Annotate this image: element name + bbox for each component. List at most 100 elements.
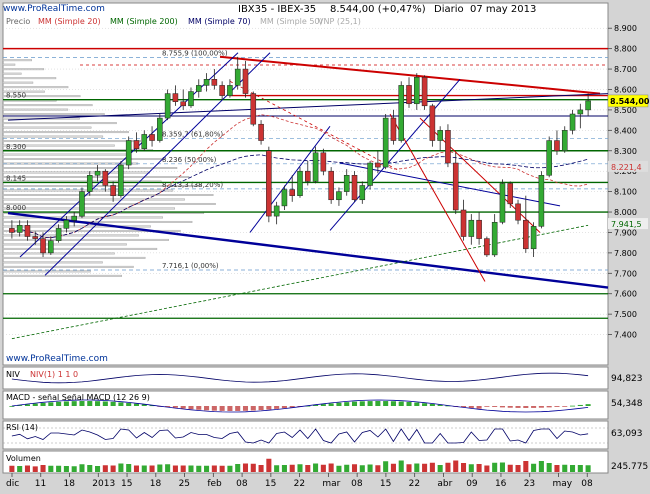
- x-tick-label: may: [552, 479, 572, 489]
- macd-histogram-bar: [437, 404, 443, 406]
- candle-body[interactable]: [79, 191, 85, 217]
- candle-body[interactable]: [242, 68, 249, 94]
- candle-body[interactable]: [452, 162, 459, 211]
- candle-body[interactable]: [305, 170, 311, 182]
- candle-body[interactable]: [188, 91, 194, 107]
- candle-body[interactable]: [367, 162, 373, 186]
- candle-body[interactable]: [203, 79, 210, 86]
- candle-body[interactable]: [172, 93, 179, 102]
- candle-body[interactable]: [289, 189, 295, 196]
- candle-body[interactable]: [297, 170, 303, 196]
- volume-bar: [429, 462, 435, 472]
- candle-body[interactable]: [16, 225, 23, 233]
- candle-body[interactable]: [227, 85, 233, 96]
- candle-body[interactable]: [180, 101, 186, 107]
- candle-body[interactable]: [24, 225, 31, 237]
- candle-body[interactable]: [382, 117, 389, 168]
- candle-body[interactable]: [9, 228, 15, 233]
- candle-body[interactable]: [312, 152, 319, 182]
- candle-body[interactable]: [468, 219, 475, 237]
- volume-bar: [71, 466, 77, 472]
- candle-body[interactable]: [266, 150, 272, 217]
- candle-body[interactable]: [359, 185, 366, 201]
- candle-body[interactable]: [507, 183, 514, 205]
- last-price-header: 8.544,00 (+0,47%): [330, 4, 426, 15]
- candle-body[interactable]: [351, 175, 358, 201]
- candle-body[interactable]: [55, 228, 62, 241]
- candle-body[interactable]: [484, 238, 490, 256]
- candle-body[interactable]: [133, 140, 140, 149]
- y-tick-label: 8.800: [614, 45, 637, 54]
- volume-profile-bar: [2, 274, 122, 277]
- volume-bar: [196, 465, 202, 472]
- candle-body[interactable]: [48, 240, 54, 254]
- candle-body[interactable]: [538, 175, 545, 227]
- candle-body[interactable]: [94, 170, 101, 176]
- candle-body[interactable]: [336, 191, 342, 201]
- candle-body[interactable]: [398, 85, 405, 141]
- candle-body[interactable]: [234, 68, 241, 86]
- candle-body[interactable]: [554, 140, 560, 152]
- candle-body[interactable]: [414, 76, 420, 105]
- volume-bar: [79, 464, 85, 472]
- candle-body[interactable]: [32, 236, 39, 239]
- volume-bar: [297, 464, 303, 472]
- candle-body[interactable]: [258, 123, 264, 141]
- candle-body[interactable]: [40, 238, 46, 254]
- x-tick-label: mar: [322, 479, 340, 489]
- candle-body[interactable]: [460, 209, 467, 237]
- candle-body[interactable]: [328, 170, 334, 201]
- candle-body[interactable]: [141, 134, 148, 149]
- candle-body[interactable]: [63, 219, 70, 229]
- candle-body[interactable]: [125, 140, 132, 166]
- candle-body[interactable]: [219, 85, 225, 96]
- candle-body[interactable]: [585, 100, 591, 111]
- candle-body[interactable]: [157, 117, 163, 141]
- volume-bar: [211, 465, 217, 472]
- candle-body[interactable]: [530, 226, 537, 250]
- candle-body[interactable]: [499, 183, 506, 223]
- candle-body[interactable]: [569, 113, 576, 131]
- volume-bar: [87, 465, 93, 472]
- candle-body[interactable]: [445, 130, 451, 164]
- candle-body[interactable]: [421, 76, 428, 107]
- candle-body[interactable]: [476, 219, 482, 239]
- candle-body[interactable]: [523, 219, 529, 250]
- candle-body[interactable]: [561, 130, 568, 152]
- candle-body[interactable]: [320, 152, 327, 172]
- candle-body[interactable]: [406, 85, 412, 105]
- candle-body[interactable]: [102, 170, 109, 186]
- candle-body[interactable]: [577, 109, 584, 115]
- candle-body[interactable]: [281, 189, 288, 207]
- candle-body[interactable]: [149, 134, 155, 141]
- volume-bar: [227, 465, 233, 472]
- volume-profile-bar: [2, 202, 216, 205]
- candle-body[interactable]: [164, 93, 171, 119]
- volume-bar: [468, 464, 474, 472]
- candle-body[interactable]: [375, 162, 381, 168]
- candle-body[interactable]: [195, 85, 202, 92]
- volume-bar: [141, 465, 147, 472]
- candle-body[interactable]: [343, 175, 350, 192]
- candle-body[interactable]: [118, 164, 124, 196]
- candle-body[interactable]: [273, 205, 280, 217]
- candle-body[interactable]: [437, 130, 443, 141]
- x-tick-label: 18: [64, 479, 76, 489]
- ma20-tag-bg: [608, 160, 648, 172]
- y-tick-label: 8.100: [614, 188, 637, 197]
- candle-body[interactable]: [86, 175, 93, 192]
- macd-histogram-bar: [102, 401, 108, 406]
- candle-body[interactable]: [211, 79, 218, 86]
- candle-body[interactable]: [390, 117, 397, 141]
- candle-body[interactable]: [110, 185, 116, 196]
- volume-bar: [24, 465, 30, 472]
- candle-body[interactable]: [515, 203, 521, 221]
- candle-body[interactable]: [250, 93, 257, 125]
- candle-body[interactable]: [71, 215, 77, 221]
- candle-body[interactable]: [429, 105, 436, 141]
- rsi-panel[interactable]: [2, 420, 609, 450]
- watermark-bottom: www.ProRealTime.com: [6, 354, 108, 364]
- candle-body[interactable]: [491, 221, 498, 256]
- candle-body[interactable]: [546, 140, 552, 176]
